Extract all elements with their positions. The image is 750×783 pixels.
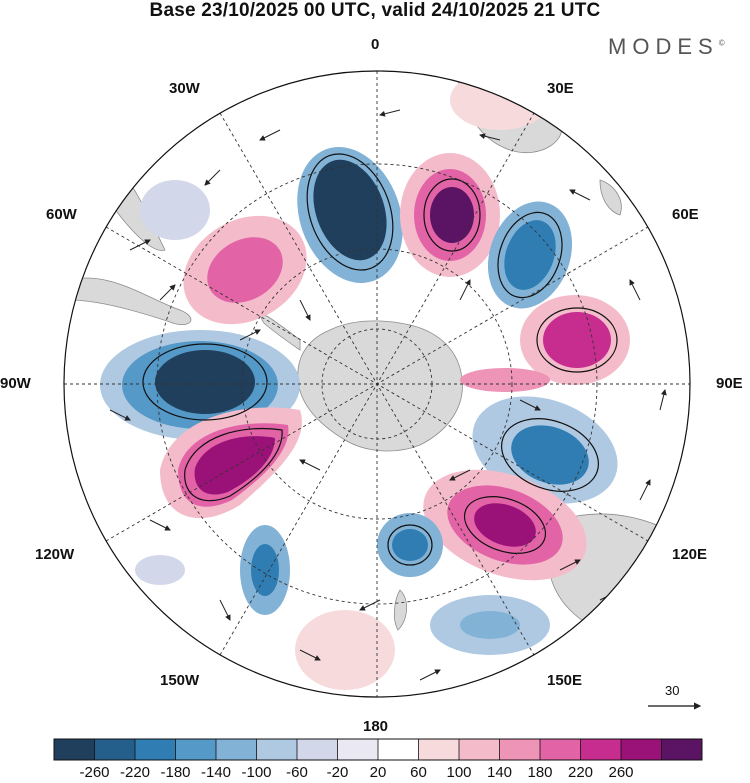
colorbar-tick-label: -220: [119, 764, 151, 781]
positive-anomaly-north-east-core: [430, 187, 474, 243]
colorbar-swatch: [175, 739, 217, 760]
negative-anomaly-northwest-weak: [140, 180, 210, 240]
colorbar-swatch: [337, 739, 379, 760]
lon-label-90w: 90W: [0, 375, 31, 392]
colorbar-swatch: [580, 739, 622, 760]
negative-anomaly-south-core: [392, 529, 428, 561]
colorbar-tick-label: -60: [286, 764, 308, 781]
positive-anomaly-south: [295, 610, 395, 690]
colorbar-swatch: [297, 739, 338, 760]
colorbar-tick-label: -260: [79, 764, 110, 781]
negative-anomaly-south-east-core: [460, 611, 520, 639]
colorbar: [53, 738, 703, 761]
negative-anomaly-west-core: [155, 350, 255, 414]
colorbar-tick-label: 60: [410, 764, 427, 781]
plot-title: Base 23/10/2025 00 UTC, valid 24/10/2025…: [149, 0, 601, 21]
map-disk: [64, 71, 690, 697]
colorbar-tick-label: 140: [486, 764, 513, 781]
contours: [142, 153, 618, 566]
lon-label-150w: 150W: [160, 672, 200, 689]
colorbar-tick-label: 260: [608, 764, 634, 781]
colorbar-tick-label: -140: [200, 764, 232, 781]
colorbar-tick-label: 20: [369, 764, 387, 781]
negative-anomaly-east-core: [511, 425, 589, 485]
positive-anomaly-north: [450, 71, 550, 130]
brand-name: MODES: [608, 34, 719, 59]
positive-anomaly-east-tail: [460, 368, 550, 392]
lon-label-30e: 30E: [547, 80, 574, 97]
colorbar-swatch: [418, 739, 460, 760]
negative-anomaly-west-weak: [135, 555, 185, 585]
lon-label-30w: 30W: [169, 80, 200, 97]
colorbar-swatch: [661, 739, 703, 760]
negative-anomaly-south-west-core: [251, 544, 279, 596]
positive-anomaly-east-core: [543, 312, 611, 368]
reference-vector-label: 30: [665, 683, 680, 698]
lon-label-180: 180: [363, 718, 389, 735]
colorbar-tick-label: -20: [326, 764, 349, 781]
lon-label-60w: 60W: [46, 206, 77, 223]
colorbar-tick-label: -180: [160, 764, 191, 781]
colorbar-tick-label: 180: [527, 764, 553, 781]
colorbar-swatch: [540, 739, 581, 760]
lon-label-150e: 150E: [547, 672, 583, 689]
anomaly-field: [100, 71, 630, 690]
brand-logo: MODES©: [608, 34, 725, 60]
colorbar-tick-label: -100: [241, 764, 272, 781]
colorbar-swatch: [54, 739, 95, 760]
colorbar-tick-label: 220: [567, 764, 594, 781]
negative-anomaly-north-core: [313, 159, 387, 261]
lon-label-60e: 60E: [672, 206, 699, 223]
colorbar-swatch: [621, 739, 662, 760]
lon-label-120e: 120E: [672, 546, 708, 563]
colorbar-tick-label: 100: [446, 764, 472, 781]
graticule: [64, 71, 690, 697]
colorbar-swatch: [94, 739, 136, 760]
lon-label-120w: 120W: [35, 546, 75, 563]
new-zealand: [394, 589, 407, 631]
colorbar-swatch: [459, 739, 500, 760]
colorbar-swatch: [378, 739, 419, 760]
lon-label-90e: 90E: [716, 375, 743, 392]
lon-label-0: 0: [371, 36, 380, 53]
map-border: [63, 70, 691, 698]
madagascar-area: [599, 179, 622, 216]
negative-anomaly-northeast-core: [504, 220, 556, 290]
colorbar-swatch: [216, 739, 257, 760]
colorbar-swatch: [256, 739, 298, 760]
positive-anomaly-northwest-core: [207, 237, 283, 303]
positive-anomaly-southwest-core: [194, 436, 275, 495]
colorbar-swatch: [499, 739, 541, 760]
positive-anomaly-southeast-core: [474, 503, 536, 547]
brand-mark: ©: [718, 38, 725, 48]
colorbar-swatch: [135, 739, 176, 760]
